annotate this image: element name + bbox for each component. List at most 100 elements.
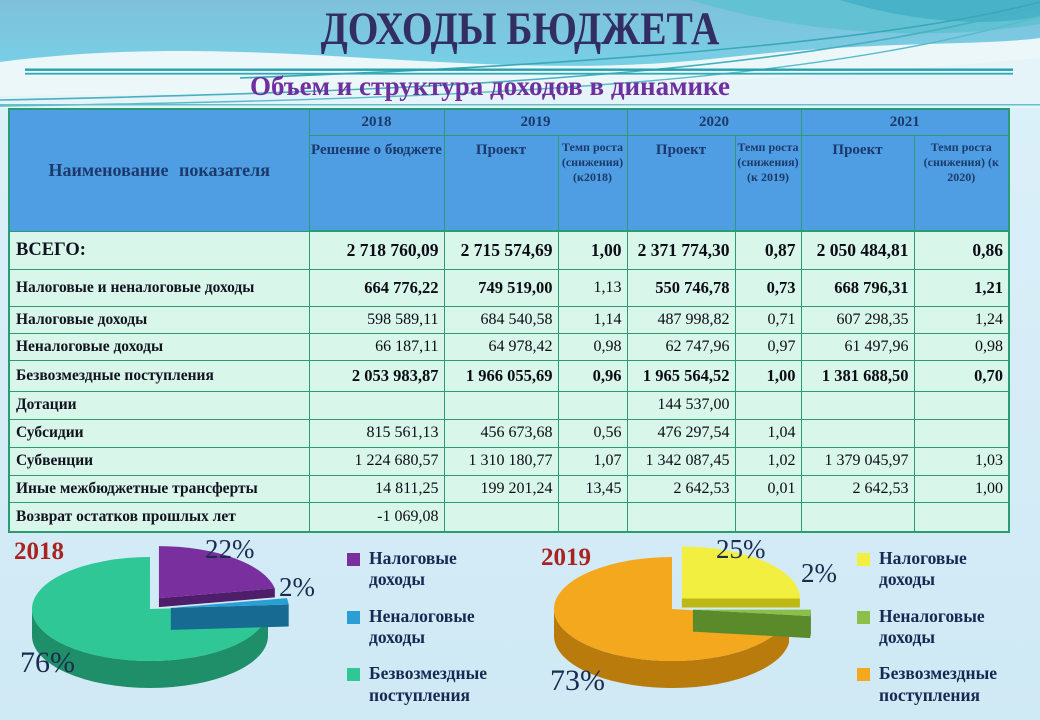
cell: 2 053 983,87 xyxy=(308,359,445,392)
cell xyxy=(734,501,802,533)
cell: 1,00 xyxy=(557,230,628,270)
pie-slice xyxy=(31,557,268,661)
cell: 1 381 688,50 xyxy=(800,359,915,392)
cell: 1,02 xyxy=(734,446,802,476)
cell: 66 187,11 xyxy=(308,332,445,361)
table-row: Возврат остатков прошлых лет -1 069,08 xyxy=(8,501,1010,533)
cell: 1,00 xyxy=(913,474,1010,503)
legend-label: Безвозмездные поступления xyxy=(369,663,488,705)
table-row: Налоговые и неналоговые доходы 664 776,22… xyxy=(8,268,1010,307)
cell xyxy=(913,418,1010,448)
legend-swatch-icon xyxy=(347,668,360,682)
cell: 0,97 xyxy=(734,332,802,361)
page-subtitle: Объем и структура доходов в динамике xyxy=(250,71,730,101)
row-label: Иные межбюджетные трансферты xyxy=(8,474,310,503)
pie-slice-side xyxy=(681,598,800,608)
pie-legend-2018: Налоговые доходы Неналоговые доходы Безвоз… xyxy=(347,548,515,720)
cell: 0,96 xyxy=(557,359,628,392)
cell: 607 298,35 xyxy=(800,305,915,334)
col-header-year-2020: 2020 xyxy=(626,108,802,136)
cell: 2 642,53 xyxy=(800,474,915,503)
cell: 0,86 xyxy=(913,230,1010,270)
cell xyxy=(734,390,802,420)
col-header-project-2020: Проект xyxy=(626,134,736,232)
cell: 2 050 484,81 xyxy=(800,230,915,270)
cell: 2 371 774,30 xyxy=(626,230,736,270)
cell: 1 224 680,57 xyxy=(308,446,445,476)
legend-label: Неналоговые доходы xyxy=(879,605,985,648)
col-header-rate-2021: Темп роста (снижения) (к 2020) xyxy=(913,134,1010,232)
cell: 2 642,53 xyxy=(626,474,736,503)
cell: 1 966 055,69 xyxy=(443,359,559,392)
cell: 1,07 xyxy=(557,446,628,476)
cell: 664 776,22 xyxy=(308,268,445,307)
pie-legend-2019: Налоговые доходы Неналоговые доходы Безвоз… xyxy=(857,548,1025,720)
legend-item: Неналоговые доходы xyxy=(857,606,1025,649)
col-header-decision: Решение о бюджете xyxy=(308,134,445,232)
cell xyxy=(626,501,736,533)
cell: 14 811,25 xyxy=(308,474,445,503)
col-header-year-2021: 2021 xyxy=(800,108,1010,136)
cell: 0,87 xyxy=(734,230,802,270)
cell: 1,03 xyxy=(913,446,1010,476)
pie-slice xyxy=(692,609,811,617)
cell: 815 561,13 xyxy=(308,418,445,448)
col-header-project-2021: Проект xyxy=(800,134,915,232)
row-label: Безвозмездные поступления xyxy=(8,359,310,392)
row-label: ВСЕГО: xyxy=(8,230,310,270)
legend-swatch-icon xyxy=(857,553,870,566)
cell: 598 589,11 xyxy=(308,305,445,334)
pie-percent-label: 2% xyxy=(279,572,315,602)
pie-slice-side xyxy=(692,609,811,639)
legend-label: Неналоговые доходы xyxy=(369,605,475,648)
cell xyxy=(557,501,628,533)
legend-swatch-icon xyxy=(857,610,870,624)
row-label: Возврат остатков прошлых лет xyxy=(8,501,310,533)
cell: 487 998,82 xyxy=(626,305,736,334)
table-row: ВСЕГО: 2 718 760,09 2 715 574,69 1,00 2 371 … xyxy=(8,230,1010,270)
legend-label: Налоговые доходы xyxy=(369,548,457,590)
cell: 62 747,96 xyxy=(626,332,736,361)
cell xyxy=(308,390,445,420)
cell: 0,01 xyxy=(734,474,802,503)
cell: 1 342 087,45 xyxy=(626,446,736,476)
cell: 1,21 xyxy=(913,268,1010,307)
legend-item: Неналоговые доходы xyxy=(347,606,515,649)
row-label: Налоговые доходы xyxy=(8,305,310,334)
cell: 684 540,58 xyxy=(443,305,559,334)
legend-swatch-icon xyxy=(347,553,360,566)
pie-slice-side xyxy=(554,609,790,689)
pie-slice-side xyxy=(158,588,275,608)
cell: 199 201,24 xyxy=(443,474,559,503)
cell: 1 310 180,77 xyxy=(443,446,559,476)
pie-chart-2019 xyxy=(554,546,811,689)
col-header-name: Наименование показателя xyxy=(8,108,310,232)
pie-percent-label: 73% xyxy=(550,664,605,697)
col-header-year-2019: 2019 xyxy=(443,108,628,136)
row-label: Неналоговые доходы xyxy=(8,332,310,361)
cell: 2 718 760,09 xyxy=(308,230,445,270)
legend-swatch-icon xyxy=(857,668,870,682)
cell: 749 519,00 xyxy=(443,268,559,307)
table-body: ВСЕГО: 2 718 760,09 2 715 574,69 1,00 2 371 … xyxy=(8,230,1010,533)
cell xyxy=(800,418,915,448)
pie-chart-2018 xyxy=(31,546,289,688)
cell: 0,73 xyxy=(734,268,802,307)
pie-slice xyxy=(681,546,800,599)
cell xyxy=(800,390,915,420)
legend-item: Налоговые доходы xyxy=(347,548,515,591)
pie-percent-label: 25% xyxy=(716,534,766,564)
legend-swatch-icon xyxy=(347,610,360,624)
pie-slice-side xyxy=(810,609,811,639)
cell: 1 965 564,52 xyxy=(626,359,736,392)
cell: 0,70 xyxy=(913,359,1010,392)
cell xyxy=(913,390,1010,420)
cell: 0,98 xyxy=(913,332,1010,361)
cell: 144 537,00 xyxy=(626,390,736,420)
cell: 1,04 xyxy=(734,418,802,448)
table-row: Безвозмездные поступления 2 053 983,87 1 9… xyxy=(8,359,1010,392)
cell: 476 297,54 xyxy=(626,418,736,448)
page-title: ДОХОДЫ БЮДЖЕТА xyxy=(320,3,720,55)
cell: 0,98 xyxy=(557,332,628,361)
cell: 456 673,68 xyxy=(443,418,559,448)
